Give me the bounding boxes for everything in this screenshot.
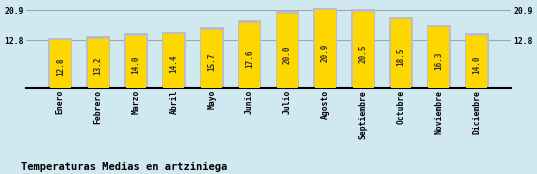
Text: 14.0: 14.0: [472, 56, 481, 74]
Text: 15.7: 15.7: [207, 53, 216, 71]
Bar: [351, 9, 375, 88]
Bar: [88, 39, 108, 88]
Bar: [427, 25, 451, 88]
Bar: [200, 27, 223, 88]
Text: 20.0: 20.0: [283, 45, 292, 64]
Bar: [353, 12, 374, 88]
Bar: [239, 22, 260, 88]
Text: 18.5: 18.5: [396, 48, 405, 66]
Text: Temperaturas Medias en artziniega: Temperaturas Medias en artziniega: [21, 162, 228, 172]
Text: 14.0: 14.0: [132, 56, 141, 74]
Text: 16.3: 16.3: [434, 52, 443, 70]
Bar: [389, 17, 413, 88]
Bar: [48, 38, 72, 88]
Bar: [314, 7, 337, 88]
Bar: [201, 30, 222, 88]
Bar: [163, 34, 184, 88]
Bar: [126, 36, 147, 88]
Bar: [277, 14, 298, 88]
Bar: [275, 11, 299, 88]
Bar: [390, 19, 411, 88]
Text: 20.9: 20.9: [321, 44, 330, 62]
Text: 13.2: 13.2: [94, 57, 103, 75]
Bar: [162, 32, 186, 88]
Bar: [50, 41, 71, 88]
Text: 14.4: 14.4: [169, 55, 178, 73]
Text: 20.5: 20.5: [359, 45, 368, 63]
Bar: [465, 33, 489, 88]
Bar: [429, 27, 449, 88]
Bar: [86, 36, 110, 88]
Text: 12.8: 12.8: [56, 58, 65, 76]
Bar: [466, 36, 487, 88]
Bar: [124, 33, 148, 88]
Bar: [238, 20, 262, 88]
Text: 17.6: 17.6: [245, 49, 254, 68]
Bar: [315, 10, 336, 88]
